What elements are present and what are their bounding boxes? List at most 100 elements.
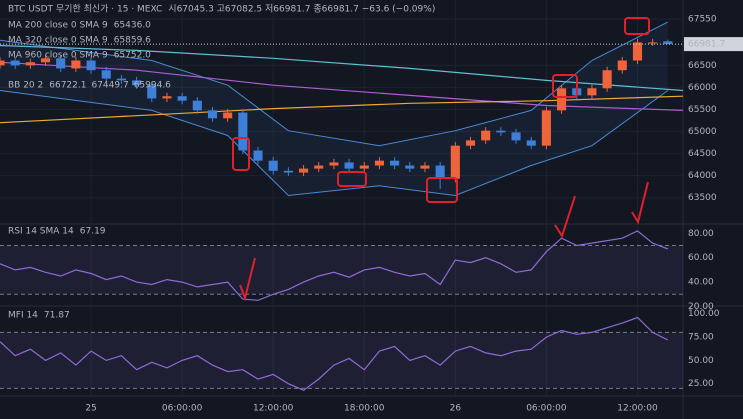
candle-body [465,140,476,146]
candle-body [101,70,111,79]
candle-body [238,112,248,151]
candle-body [587,88,597,96]
ohlc-values: 시67045.3 고67082.5 저66981.7 종66981.7 −63.… [168,4,435,15]
indicator-line [0,316,669,391]
x-tick-label: 25 [85,404,96,414]
y-tick-label: 66000 [688,83,717,93]
highlight-box [426,177,458,203]
y-tick-label: 80.00 [688,229,714,239]
band-line [0,21,669,147]
candle-body [283,170,293,173]
band-line [0,90,669,197]
x-tick-label: 12:00:00 [253,404,294,414]
candle-body [177,96,187,101]
candle-body [40,58,51,63]
legend-value: 66722.1 [49,81,86,91]
legend-value: 65859.6 [114,36,151,46]
candle-body [268,160,278,171]
x-tick-label: 18:00:00 [344,404,385,414]
highlight-box [552,74,578,98]
highlight-box [624,17,650,35]
y-tick-label: 40.00 [688,278,714,288]
candle-body [86,60,96,71]
last-price-label: 66981.7 [688,40,725,50]
y-tick-label: 60.00 [688,253,714,263]
candle-body [56,58,66,69]
candle-body [557,88,567,111]
candle-body [162,96,172,99]
x-tick-label: 26 [450,404,462,414]
x-tick-label: 12:00:00 [617,404,658,414]
highlight-box [232,137,250,171]
candle-body [71,60,81,69]
ma-line [0,95,684,124]
legend-value: 65752.0 [114,51,151,61]
candle-body [329,162,339,166]
legend-label: MFI 14 [8,311,38,321]
candle-body [374,160,384,166]
candle-body [541,110,551,146]
band-fill [0,245,683,295]
legend-value: 65436.0 [114,21,151,31]
candle-body [390,160,400,166]
legend-value: 65994.6 [134,81,171,91]
candle-body [450,145,460,179]
legend-label: MA 320 close 0 SMA 9 [8,36,108,46]
candle-body [207,110,218,119]
candle-body [496,130,506,133]
ma-line [0,44,684,92]
y-tick-label: 64500 [688,149,717,159]
candle-body [192,100,202,111]
candle-body [511,132,521,141]
candle-body [632,42,643,61]
y-tick-label: 65000 [688,127,717,137]
candle-body [602,70,612,89]
chart-title: BTC USDT 무기한 최신가 · 15 · MEXC [8,4,162,15]
check-mark [631,181,649,225]
y-tick-label: 63500 [688,193,717,203]
check-mark [239,257,256,302]
indicator-line [0,230,669,301]
y-tick-label: 20.00 [688,302,714,312]
candle-body [116,78,126,81]
y-tick-label: 100.00 [688,309,720,319]
legend-value: 71.87 [44,311,70,321]
candle-body [420,165,430,169]
candle-body [314,165,324,169]
candle-body [617,60,627,71]
candle-body [344,162,354,169]
band-fill [0,332,683,389]
candle-body [435,165,445,179]
highlight-box [337,171,367,187]
y-tick-label: 75.00 [688,333,714,343]
legend-label: MA 960 close 0 SMA 9 [8,51,108,61]
y-tick-label: 65500 [688,105,717,115]
y-tick-label: 64000 [688,171,717,181]
candle-body [147,85,157,99]
candle-body [405,165,415,169]
candle-body [10,60,20,66]
candle-body [223,112,233,119]
candle-body [359,165,369,169]
y-tick-label: 67550 [688,15,717,25]
x-tick-label: 06:00:00 [526,404,567,414]
x-tick-label: 06:00:00 [162,404,203,414]
last-price-tag [684,37,743,52]
candle-body [132,80,142,86]
y-tick-label: 66500 [688,61,717,71]
candle-body [526,140,536,146]
legend-value: 67449.7 [91,81,128,91]
candle-body [648,42,658,44]
annotations [232,17,650,302]
candle-body [481,130,491,141]
legend-label: MA 200 close 0 SMA 9 [8,21,108,31]
candle-body [0,60,5,66]
legend-value: 67.19 [80,227,106,237]
check-mark [554,195,576,239]
y-tick-label: 50.00 [688,356,714,366]
candle-body [253,150,263,161]
candle-body [25,62,35,66]
candle-body [663,41,673,45]
y-tick-label: 25.00 [688,379,714,389]
